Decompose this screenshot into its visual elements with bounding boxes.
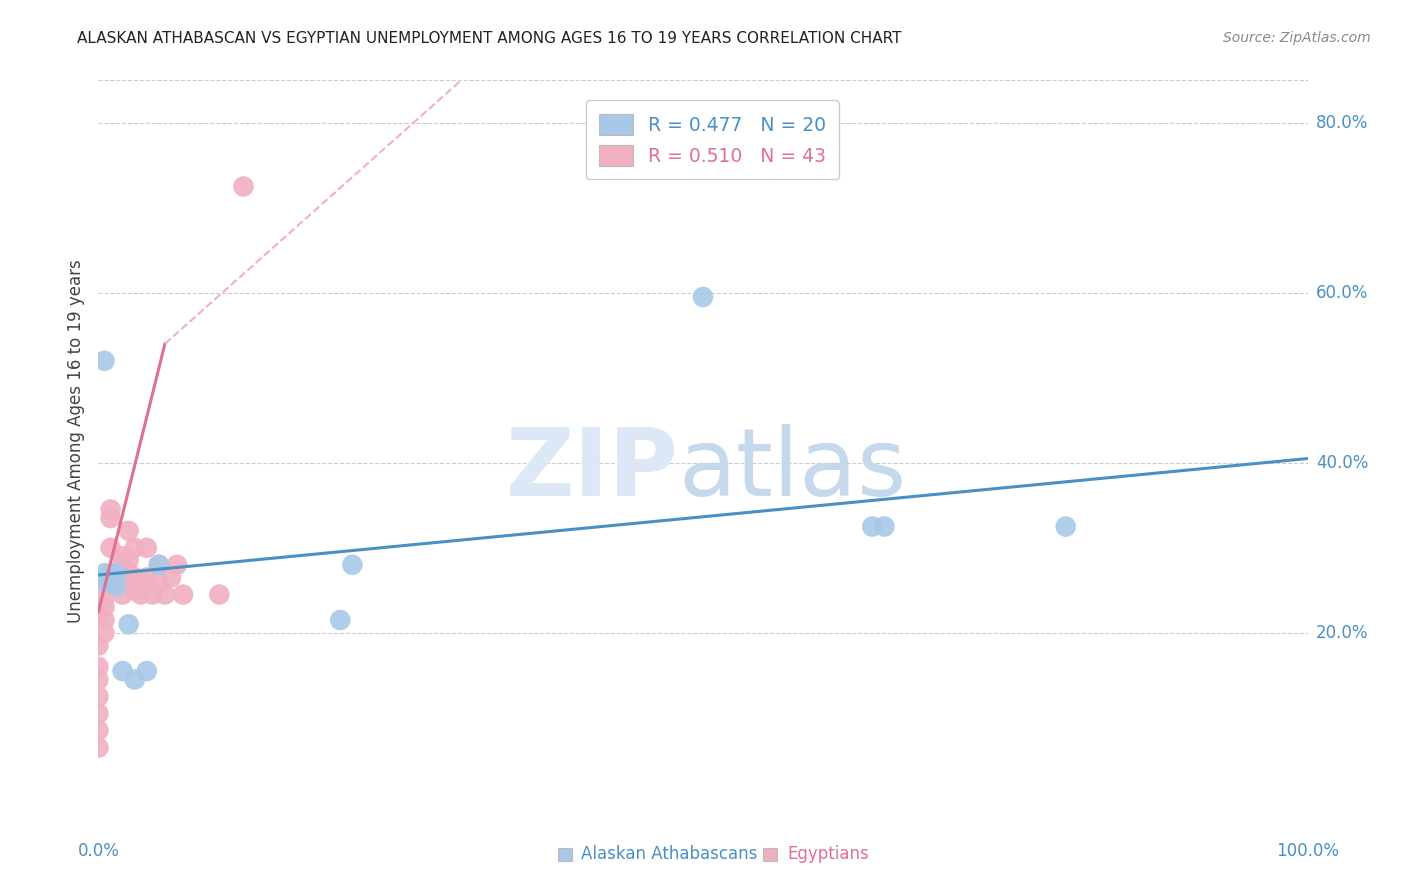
Point bbox=[100, 541, 122, 555]
Text: atlas: atlas bbox=[679, 425, 907, 516]
Point bbox=[135, 541, 157, 555]
FancyBboxPatch shape bbox=[558, 847, 572, 861]
Point bbox=[100, 502, 122, 516]
Text: 60.0%: 60.0% bbox=[1316, 284, 1368, 301]
Point bbox=[148, 558, 170, 572]
Point bbox=[118, 524, 141, 538]
Point bbox=[87, 639, 110, 653]
Point bbox=[208, 588, 231, 602]
Point bbox=[692, 290, 714, 304]
Text: Source: ZipAtlas.com: Source: ZipAtlas.com bbox=[1223, 31, 1371, 45]
Point bbox=[100, 566, 122, 581]
Point bbox=[105, 579, 128, 593]
Point bbox=[105, 566, 128, 581]
Point bbox=[93, 591, 115, 606]
Text: 100.0%: 100.0% bbox=[1277, 842, 1339, 860]
Point bbox=[87, 706, 110, 721]
Point bbox=[153, 588, 176, 602]
Point bbox=[232, 179, 254, 194]
Point bbox=[111, 558, 134, 572]
Point bbox=[105, 579, 128, 593]
Point bbox=[100, 574, 122, 589]
Point bbox=[111, 574, 134, 589]
Point bbox=[148, 574, 170, 589]
Point bbox=[172, 588, 194, 602]
Point bbox=[111, 549, 134, 564]
Text: 40.0%: 40.0% bbox=[1316, 454, 1368, 472]
Point bbox=[124, 579, 146, 593]
Text: 20.0%: 20.0% bbox=[1316, 624, 1368, 642]
Point bbox=[87, 660, 110, 674]
Point bbox=[124, 673, 146, 687]
Point bbox=[87, 608, 110, 623]
Legend: R = 0.477   N = 20, R = 0.510   N = 43: R = 0.477 N = 20, R = 0.510 N = 43 bbox=[586, 101, 839, 179]
Point bbox=[860, 519, 883, 533]
FancyBboxPatch shape bbox=[763, 847, 778, 861]
Point bbox=[93, 566, 115, 581]
Point bbox=[93, 600, 115, 615]
Point bbox=[93, 570, 115, 584]
Point bbox=[87, 690, 110, 704]
Text: ZIP: ZIP bbox=[506, 425, 679, 516]
Point bbox=[105, 566, 128, 581]
Text: Alaskan Athabascans: Alaskan Athabascans bbox=[582, 845, 758, 863]
Point bbox=[100, 511, 122, 525]
Y-axis label: Unemployment Among Ages 16 to 19 years: Unemployment Among Ages 16 to 19 years bbox=[66, 260, 84, 624]
Point bbox=[118, 617, 141, 632]
Point bbox=[329, 613, 352, 627]
Point bbox=[93, 613, 115, 627]
Point bbox=[87, 673, 110, 687]
Point bbox=[124, 570, 146, 584]
Point bbox=[93, 574, 115, 589]
Point bbox=[129, 588, 152, 602]
Point bbox=[124, 541, 146, 555]
Point bbox=[135, 570, 157, 584]
Point bbox=[342, 558, 364, 572]
Point bbox=[166, 558, 188, 572]
Point bbox=[111, 588, 134, 602]
Point bbox=[148, 558, 170, 572]
Point bbox=[135, 579, 157, 593]
Point bbox=[1054, 519, 1077, 533]
Text: ALASKAN ATHABASCAN VS EGYPTIAN UNEMPLOYMENT AMONG AGES 16 TO 19 YEARS CORRELATIO: ALASKAN ATHABASCAN VS EGYPTIAN UNEMPLOYM… bbox=[77, 31, 901, 46]
Point bbox=[135, 664, 157, 678]
Point bbox=[873, 519, 896, 533]
Point bbox=[111, 664, 134, 678]
Point bbox=[124, 583, 146, 598]
Text: 0.0%: 0.0% bbox=[77, 842, 120, 860]
Text: Egyptians: Egyptians bbox=[787, 845, 869, 863]
Point bbox=[129, 574, 152, 589]
Point bbox=[100, 570, 122, 584]
Point bbox=[93, 353, 115, 368]
Point bbox=[87, 723, 110, 738]
Text: 80.0%: 80.0% bbox=[1316, 114, 1368, 132]
Point bbox=[93, 625, 115, 640]
Point bbox=[160, 570, 183, 584]
Point bbox=[105, 570, 128, 584]
Point bbox=[87, 740, 110, 755]
Point bbox=[118, 553, 141, 567]
Point bbox=[142, 588, 165, 602]
Point bbox=[118, 566, 141, 581]
